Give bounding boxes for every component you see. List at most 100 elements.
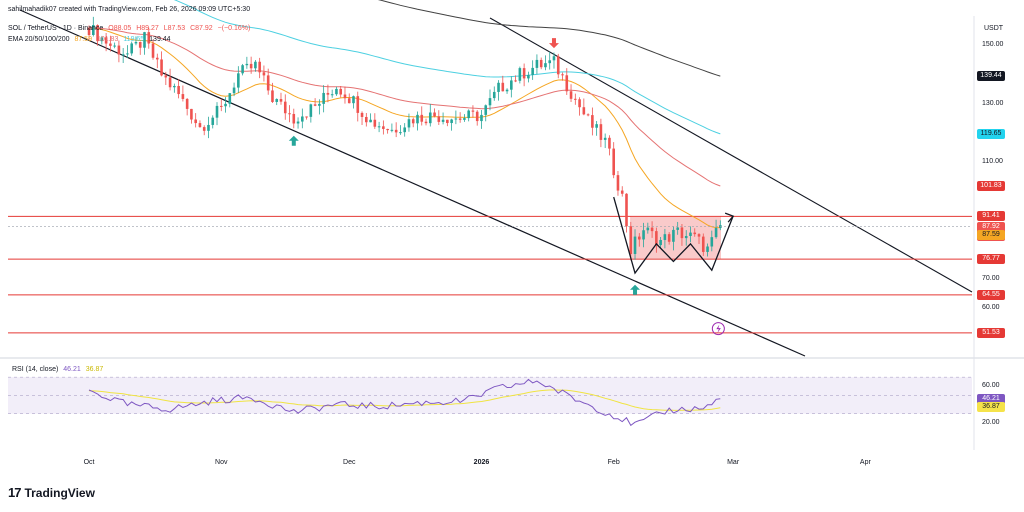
candle-body [326,92,330,95]
candle-body [492,91,496,99]
candle-body [684,235,688,239]
candle-body [411,119,415,124]
candle-body [582,107,586,115]
candle-body [377,126,381,128]
candle-body [190,108,193,120]
candle-body [535,59,539,68]
candle-body [667,234,671,242]
rsi-legend[interactable]: RSI (14, close) 46.21 36.87 [12,366,106,373]
symbol-legend[interactable]: SOL / TetherUS · 1D · Binance O88.05 H89… [8,25,253,32]
candle-body [356,96,360,113]
ema-legend[interactable]: EMA 20/50/100/200 87.59 101.83 119.65 13… [8,36,174,43]
candle-body [373,119,377,127]
price-label-box: 76.77 [977,254,1005,265]
ema20-value: 87.59 [74,36,92,43]
candle-body [420,114,424,122]
candle-body [603,137,607,140]
price-label-box: 91.41 [977,211,1005,222]
candle-body [147,32,151,44]
candle-body [556,56,560,75]
price-label-box: 64.55 [977,289,1005,300]
candle-body [322,92,325,104]
candle-body [608,137,611,149]
candle-body [271,90,274,102]
arrow-up-icon [630,284,641,295]
candle-body [403,127,406,133]
candle-body [514,80,517,82]
rsi-ma-line [88,389,721,411]
candle-body [467,110,470,119]
candle-body [237,73,240,88]
candle-body [177,85,180,95]
candle-body [339,88,343,95]
candle-body [642,230,645,240]
tradingview-logo[interactable]: 17 TradingView [8,485,95,500]
ema50-line [88,27,721,187]
ema200-line [377,0,721,77]
candle-body [586,114,590,116]
candle-body [428,112,432,124]
candle-body [138,41,142,48]
candle-body [224,103,227,107]
candle-body [215,105,219,118]
candle-body [701,236,705,252]
price-label-box: 87.59 [977,229,1005,240]
candle-body [518,68,522,81]
candle-body [126,53,129,55]
price-tick-label: 150.00 [982,41,1004,49]
candle-body [301,116,304,122]
tradingview-logo-icon: 17 [8,485,22,500]
candle-body [416,114,419,124]
candle-body [437,116,441,122]
candle-body [258,61,261,73]
candle-body [450,119,453,124]
candle-body [266,75,270,91]
projected-arrowhead [724,212,735,223]
candle-body [433,112,436,117]
candle-body [463,118,466,120]
candle-body [710,237,714,247]
currency-unit: USDT [984,25,1004,32]
candle-body [539,59,543,68]
candle-body [232,87,236,94]
candle-body [693,232,697,235]
symbol-name: SOL / TetherUS · 1D · Binance [8,25,104,32]
ohlc-low: L87.53 [163,25,186,32]
candle-body [399,132,402,134]
price-tick-label: 130.00 [982,99,1004,107]
candle-body [352,96,355,104]
candle-body [288,113,291,115]
candle-body [279,99,283,102]
ema100-line [173,0,721,135]
candle-body [650,227,654,232]
candle-body [390,129,394,131]
time-tick-label: Dec [343,459,356,466]
candle-body [689,232,692,236]
candle-body [552,56,556,61]
candle-body [185,98,189,109]
lightning-icon [711,322,725,336]
candle-body [574,98,577,100]
candle-body [164,75,168,78]
candle-body [706,246,709,252]
price-label-box: 101.83 [977,180,1005,191]
candle-body [441,119,445,122]
rsi-value: 46.21 [63,366,81,373]
ema20-line [88,27,721,229]
candle-body [369,119,372,123]
candle-body [283,101,287,114]
candle-body [595,124,598,128]
candle-body [510,80,513,90]
candle-body [313,104,317,106]
candle-body [228,93,232,104]
time-tick-label: Feb [607,459,620,466]
candle-body [104,37,108,44]
rsi-tick-label: 20.00 [982,418,1000,426]
candle-body [480,114,483,122]
rsi-label-box: 36.87 [977,402,1005,413]
candle-body [275,99,279,102]
candle-body [714,228,718,238]
candle-body [194,119,197,124]
